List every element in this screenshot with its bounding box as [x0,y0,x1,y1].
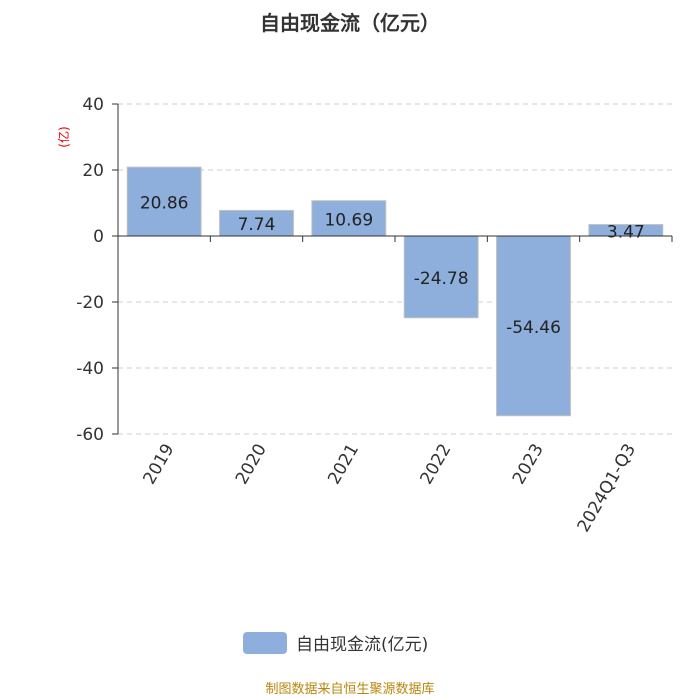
source-text: 制图数据来自恒生聚源数据库 [265,681,434,697]
bar-value-label: 7.74 [238,215,276,235]
bars: 20.86 7.74 10.69 -24.78 -54.46 3.47 [126,166,664,417]
legend-swatch[interactable] [243,632,287,654]
y-tick-label: 0 [93,227,104,247]
grid-lines [118,103,672,435]
chart-title: 自由现金流（亿元） [260,11,440,35]
x-tick-label: 2024Q1-Q3 [574,441,641,536]
bar[interactable] [311,200,387,237]
x-tick-label: 2023 [509,441,548,488]
axes [117,104,672,434]
x-tick-label: 2019 [140,441,179,488]
y-axis-label: (亿) [56,126,71,147]
x-tick-label: 2020 [232,441,271,488]
x-tick-label: 2022 [417,441,456,488]
bar-value-label: -54.46 [506,318,561,338]
y-tick-label: 20 [82,161,104,181]
bar[interactable] [219,209,294,237]
x-tick-label: 2021 [324,441,363,488]
y-tick-label: -40 [76,359,104,379]
y-tick-label: -20 [76,293,104,313]
y-axis-ticks: 40 20 0 -20 -40 -60 [76,95,118,445]
bar-value-label: -24.78 [414,269,469,289]
y-tick-label: 40 [82,95,104,115]
bar-value-label: 3.47 [607,222,645,242]
x-axis-ticks: 2019 2020 2021 2022 2023 2024Q1-Q3 [117,236,673,536]
legend[interactable]: 自由现金流(亿元) [243,632,428,655]
bar-value-label: 20.86 [140,194,189,214]
legend-label[interactable]: 自由现金流(亿元) [296,635,428,655]
bar-value-label: 10.69 [324,210,373,230]
y-tick-label: -60 [76,425,104,445]
